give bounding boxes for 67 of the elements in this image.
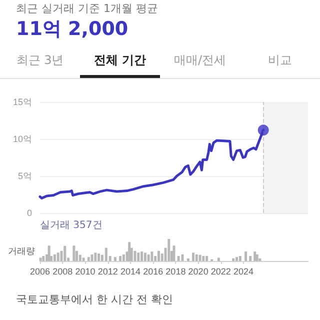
bar	[254, 252, 256, 261]
bar	[98, 254, 100, 261]
bar	[150, 252, 154, 261]
bar	[114, 257, 116, 261]
bar	[104, 248, 108, 261]
y-tick-label: 15억	[12, 97, 32, 107]
y-tick-label: 0	[26, 208, 32, 218]
bar	[144, 252, 146, 261]
bar	[186, 258, 190, 261]
text: 국토교통부에서 한 시간 전 확인	[16, 292, 173, 307]
x-tick-label: 2018	[166, 266, 186, 276]
bar	[198, 254, 202, 261]
y-axis-title: 거래량	[8, 246, 35, 258]
bar	[249, 256, 252, 261]
bar	[236, 257, 238, 261]
bar	[195, 254, 198, 261]
x-tick-label: 2006	[30, 266, 50, 276]
bar	[128, 242, 131, 261]
text: 전체 기간	[92, 52, 148, 69]
bar	[56, 252, 60, 261]
bar	[48, 246, 50, 261]
bar	[122, 254, 125, 261]
bar	[256, 254, 258, 261]
bar	[168, 239, 170, 261]
bar	[87, 257, 90, 261]
x-tick-label: 2020	[188, 266, 208, 276]
x-tick-label: 2010	[75, 266, 96, 276]
bar	[42, 256, 45, 261]
y-tick-label: 5억	[18, 171, 32, 181]
bar	[134, 250, 136, 261]
bar	[232, 258, 235, 261]
y-tick-label: 10억	[12, 134, 32, 144]
bar	[53, 254, 56, 261]
bar	[157, 250, 160, 261]
text: 실거래 357건	[40, 219, 102, 232]
x-tick-label: 2024	[234, 266, 254, 276]
bar	[90, 254, 94, 261]
chart-title: 11억 2,000	[16, 17, 128, 42]
bar	[238, 256, 242, 261]
bar	[64, 246, 66, 261]
text: 비교	[267, 52, 293, 69]
x-tick-label: 2012	[98, 266, 118, 276]
bar	[172, 246, 176, 261]
x-tick-label: 2008	[52, 266, 73, 276]
bar	[39, 258, 42, 261]
bar	[244, 252, 248, 261]
bar	[82, 258, 85, 261]
x-tick-label: 2022	[210, 266, 231, 276]
bar	[181, 254, 184, 261]
bar	[147, 254, 150, 261]
x-tick-label: 2016	[143, 266, 164, 276]
bar	[78, 254, 82, 261]
bar	[140, 252, 144, 261]
bar	[177, 256, 180, 261]
bar	[137, 252, 140, 261]
bar	[217, 258, 220, 261]
bar	[94, 252, 97, 261]
bar	[206, 256, 208, 261]
chart-subtitle: 최근 실거래 기준 1개월 평균	[16, 1, 158, 16]
bar	[72, 246, 76, 261]
bar	[119, 256, 122, 261]
text: 최근 3년	[15, 52, 65, 69]
bar	[258, 258, 262, 261]
x-tick-label: 2014	[120, 266, 140, 276]
bar	[192, 252, 194, 261]
text: 매매/전세	[172, 52, 228, 69]
bar	[202, 256, 205, 261]
